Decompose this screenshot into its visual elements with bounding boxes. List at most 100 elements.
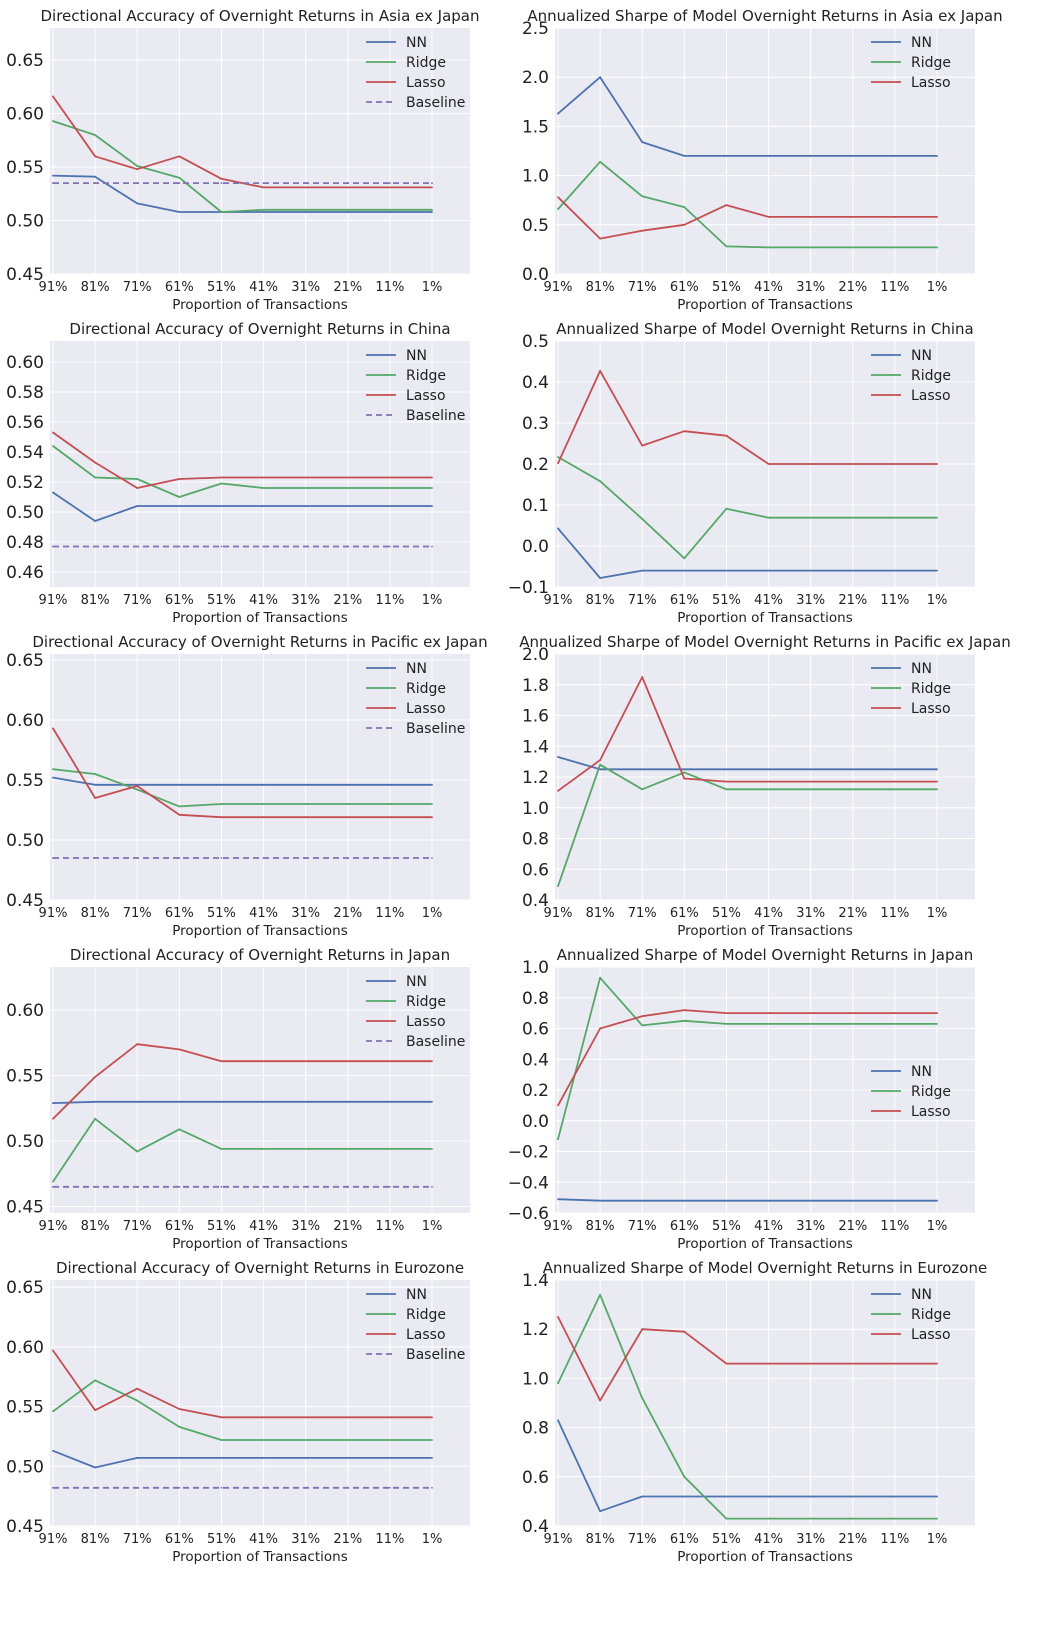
data-point-ridge bbox=[431, 208, 433, 211]
series-line-lasso bbox=[52, 431, 432, 489]
data-point-nn bbox=[262, 211, 265, 213]
x-tick-label: 41% bbox=[249, 906, 278, 921]
x-axis-label: Proportion of Transactions bbox=[172, 1236, 348, 1252]
x-tick-label: 51% bbox=[207, 906, 236, 921]
x-tick-label: 71% bbox=[123, 1219, 152, 1234]
plot-area bbox=[50, 1280, 470, 1526]
data-point-nn bbox=[304, 505, 307, 507]
x-tick-label: 51% bbox=[712, 1219, 741, 1234]
data-point-lasso bbox=[52, 95, 54, 98]
x-axis-label: Proportion of Transactions bbox=[172, 297, 348, 313]
data-point-baseline bbox=[388, 1486, 391, 1489]
legend-label: Ridge bbox=[406, 681, 446, 697]
data-point-lasso bbox=[136, 785, 139, 787]
x-tick-label: 1% bbox=[422, 906, 443, 921]
y-tick-label: 0.60 bbox=[6, 1338, 44, 1358]
chart-title: Annualized Sharpe of Model Overnight Ret… bbox=[557, 946, 973, 964]
data-point-ridge bbox=[641, 195, 644, 198]
data-point-lasso bbox=[304, 1416, 307, 1419]
data-point-nn bbox=[599, 768, 602, 771]
data-point-nn bbox=[262, 783, 265, 786]
y-tick-label: 0.50 bbox=[6, 503, 44, 523]
data-point-lasso bbox=[431, 476, 433, 479]
x-tick-label: 1% bbox=[927, 906, 948, 921]
data-point-nn bbox=[178, 1457, 181, 1459]
x-tick-label: 91% bbox=[544, 593, 573, 608]
data-point-ridge bbox=[304, 208, 307, 211]
x-tick-label: 1% bbox=[927, 1219, 948, 1234]
data-point-lasso bbox=[136, 168, 139, 171]
data-point-lasso bbox=[431, 816, 433, 819]
data-point-lasso bbox=[262, 186, 265, 189]
x-tick-label: 61% bbox=[165, 280, 194, 295]
data-point-nn bbox=[52, 174, 54, 177]
data-point-lasso bbox=[262, 1060, 265, 1063]
data-point-ridge bbox=[178, 1425, 181, 1428]
y-tick-label: 0.55 bbox=[6, 1067, 44, 1087]
data-point-lasso bbox=[346, 476, 349, 479]
y-tick-label: 0.60 bbox=[6, 105, 44, 125]
legend-label: NN bbox=[911, 1287, 932, 1303]
data-point-baseline bbox=[431, 857, 433, 859]
data-point-nn bbox=[346, 1100, 349, 1103]
data-point-nn bbox=[178, 1100, 181, 1103]
data-point-ridge bbox=[809, 516, 812, 519]
data-point-nn bbox=[346, 1457, 349, 1459]
x-tick-label: 91% bbox=[39, 1532, 68, 1547]
chart-title: Annualized Sharpe of Model Overnight Ret… bbox=[543, 1259, 987, 1277]
data-point-lasso bbox=[936, 463, 938, 465]
data-point-baseline bbox=[388, 1185, 391, 1188]
legend-label: NN bbox=[406, 661, 427, 677]
data-point-baseline bbox=[262, 182, 265, 184]
data-point-baseline bbox=[178, 1486, 181, 1489]
series-line-nn bbox=[52, 1100, 432, 1104]
x-tick-label: 31% bbox=[796, 1219, 825, 1234]
y-tick-label: 0.0 bbox=[522, 537, 549, 557]
data-point-lasso bbox=[388, 476, 391, 479]
x-tick-label: 31% bbox=[291, 1219, 320, 1234]
x-tick-label: 41% bbox=[754, 906, 783, 921]
data-point-lasso bbox=[683, 1330, 686, 1333]
series-line-ridge bbox=[52, 768, 432, 808]
x-tick-label: 91% bbox=[544, 1219, 573, 1234]
data-point-nn bbox=[725, 155, 728, 157]
x-axis-label: Proportion of Transactions bbox=[172, 1549, 348, 1565]
data-point-baseline bbox=[388, 857, 391, 859]
data-point-nn bbox=[641, 1199, 644, 1202]
data-point-lasso bbox=[94, 1409, 97, 1412]
x-axis-label: Proportion of Transactions bbox=[677, 1236, 853, 1252]
data-point-nn bbox=[767, 1495, 770, 1498]
data-point-ridge bbox=[346, 1439, 349, 1441]
data-point-ridge bbox=[136, 1399, 139, 1402]
data-point-nn bbox=[52, 491, 54, 494]
data-point-ridge bbox=[136, 478, 139, 480]
data-point-nn bbox=[683, 569, 686, 572]
data-point-nn bbox=[94, 783, 97, 786]
data-point-nn bbox=[641, 141, 644, 144]
x-tick-label: 81% bbox=[586, 593, 615, 608]
data-point-nn bbox=[94, 1466, 97, 1469]
x-axis-label: Proportion of Transactions bbox=[677, 1549, 853, 1565]
x-axis-label: Proportion of Transactions bbox=[172, 610, 348, 626]
y-tick-label: 1.4 bbox=[522, 737, 549, 757]
y-tick-label: 0.60 bbox=[6, 711, 44, 731]
data-point-baseline bbox=[52, 857, 54, 859]
legend-label: Baseline bbox=[406, 95, 465, 111]
data-point-lasso bbox=[388, 816, 391, 819]
chart-panel-4: −0.1 0.0 0.1 0.2 0.3 0.4 0.5 91% 81% 71% 61% 51% 41%… bbox=[508, 320, 975, 626]
legend-label: Baseline bbox=[406, 721, 465, 737]
x-tick-label: 11% bbox=[880, 280, 909, 295]
x-tick-label: 11% bbox=[880, 906, 909, 921]
data-point-lasso bbox=[178, 478, 181, 480]
y-tick-label: 1.2 bbox=[522, 768, 549, 788]
data-point-baseline bbox=[346, 857, 349, 859]
data-point-nn bbox=[893, 1199, 896, 1202]
x-tick-label: 11% bbox=[375, 906, 404, 921]
data-point-lasso bbox=[304, 476, 307, 479]
data-point-baseline bbox=[431, 545, 433, 548]
chart-panel-10: 0.4 0.6 0.8 1.0 1.2 1.4 91% 81% 71% 61% 51% 41% 31% 2… bbox=[522, 1259, 987, 1565]
data-point-ridge bbox=[767, 246, 770, 249]
data-point-baseline bbox=[52, 182, 54, 184]
y-tick-label: 0.0 bbox=[522, 265, 549, 285]
y-tick-label: 0.4 bbox=[522, 1517, 549, 1537]
